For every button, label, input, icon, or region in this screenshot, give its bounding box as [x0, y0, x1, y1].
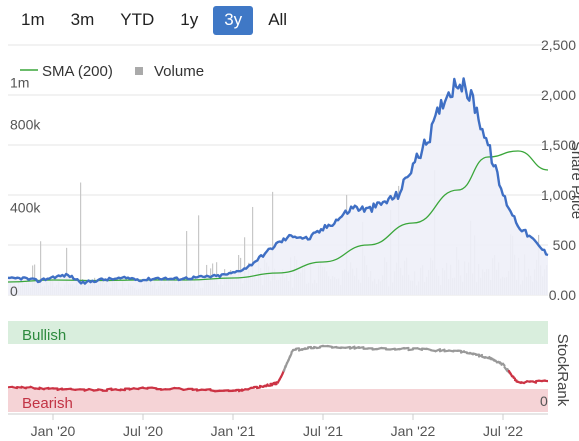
stockrank-segment [434, 348, 442, 353]
stockrank-segment [488, 356, 493, 360]
stockrank-segment [416, 347, 424, 351]
stockrank-segment [344, 345, 352, 349]
share-price-tick: 500 [553, 237, 577, 253]
stockrank-segment [237, 388, 244, 393]
share-price-line [7, 77, 549, 285]
stockrank-segment [96, 388, 104, 392]
time-axis: Jan '20 Jul '20 Jan '21 Jul '21 Jan '22 Jul '… [8, 413, 548, 439]
share-price-tick: 1,500 [541, 137, 576, 153]
time-tick-label: Jul '22 [483, 423, 523, 439]
bullish-band-label: Bullish [22, 327, 66, 344]
stockrank-segment [11, 386, 19, 390]
stockrank-segment [477, 353, 484, 358]
volume-tick: 0 [10, 283, 18, 299]
stockrank-segment [389, 347, 397, 351]
volume-bar [272, 191, 274, 295]
share-price-tick: 0.00 [549, 287, 576, 303]
bearish-band [8, 389, 548, 412]
stockrank-segment [531, 380, 538, 384]
stockrank-segment [438, 348, 446, 353]
time-tick-label: Jan '22 [391, 423, 436, 439]
stockrank-line [8, 344, 548, 393]
volume-bar [198, 215, 200, 295]
stockrank-segment [315, 346, 322, 350]
bearish-band-label: Bearish [22, 395, 73, 412]
range-selector: 1m 3m YTD 1y 3y All [10, 6, 298, 35]
volume-bar [186, 231, 188, 295]
volume-tick: 400k [10, 200, 41, 216]
time-tick-label: Jan '21 [211, 423, 256, 439]
stockrank-segment [501, 362, 506, 367]
stockrank-segment [303, 347, 310, 351]
stockrank-segment [288, 352, 293, 358]
time-tick-label: Jan '20 [31, 423, 76, 439]
range-button-1y[interactable]: 1y [180, 10, 199, 29]
range-button-all[interactable]: All [268, 10, 288, 29]
share-price-tick: 2,000 [541, 87, 576, 103]
share-price-axis: 2,500 2,000 1,500 1,000 500 0.00 [541, 37, 576, 303]
stockrank-segment [402, 346, 410, 350]
stockrank-segment [255, 386, 262, 390]
legend: SMA (200) Volume [20, 63, 204, 80]
legend-volume-label[interactable]: Volume [154, 63, 204, 80]
volume-bar [66, 247, 68, 295]
stockrank-segment [357, 346, 365, 349]
time-tick-label: Jul '21 [303, 423, 343, 439]
price-area-fill [8, 78, 548, 296]
stockrank-segment [407, 348, 415, 352]
stockrank-segment [510, 375, 515, 378]
stockrank-segment [326, 344, 334, 348]
volume-tick: 800k [10, 116, 41, 132]
range-button-ytd[interactable]: YTD [120, 10, 155, 29]
share-price-tick: 2,500 [541, 37, 576, 53]
legend-volume-swatch [135, 67, 143, 75]
range-button-3m[interactable]: 3m [70, 10, 95, 29]
stockrank-segment [348, 345, 356, 350]
volume-tick: 1m [10, 75, 29, 91]
stockrank-segment [33, 387, 41, 391]
legend-sma-label[interactable]: SMA (200) [42, 63, 113, 80]
volume-bar [80, 182, 82, 295]
stockrank-segment [150, 386, 158, 390]
volume-bar [252, 206, 254, 295]
time-tick-label: Jul '20 [123, 423, 163, 439]
stockrank-axis-title: StockRank [554, 334, 571, 407]
stockrank-segment [512, 376, 517, 380]
volume-bar [244, 237, 246, 295]
share-price-tick: 1,000 [541, 187, 576, 203]
range-button-1m[interactable]: 1m [21, 10, 45, 29]
stockrank-segment [105, 387, 113, 391]
stockrank-axis-tick: 0 [540, 393, 548, 409]
stockrank-segment [119, 388, 127, 392]
stockrank-segment [191, 388, 199, 391]
volume-bar [40, 241, 42, 295]
range-button-3y[interactable]: 3y [213, 6, 254, 35]
share-price-axis-title: Share Price [568, 141, 579, 219]
bullish-band [8, 321, 548, 344]
stockrank-segment [486, 355, 491, 360]
volume-axis: 1m 800k 400k 0 [10, 75, 41, 299]
